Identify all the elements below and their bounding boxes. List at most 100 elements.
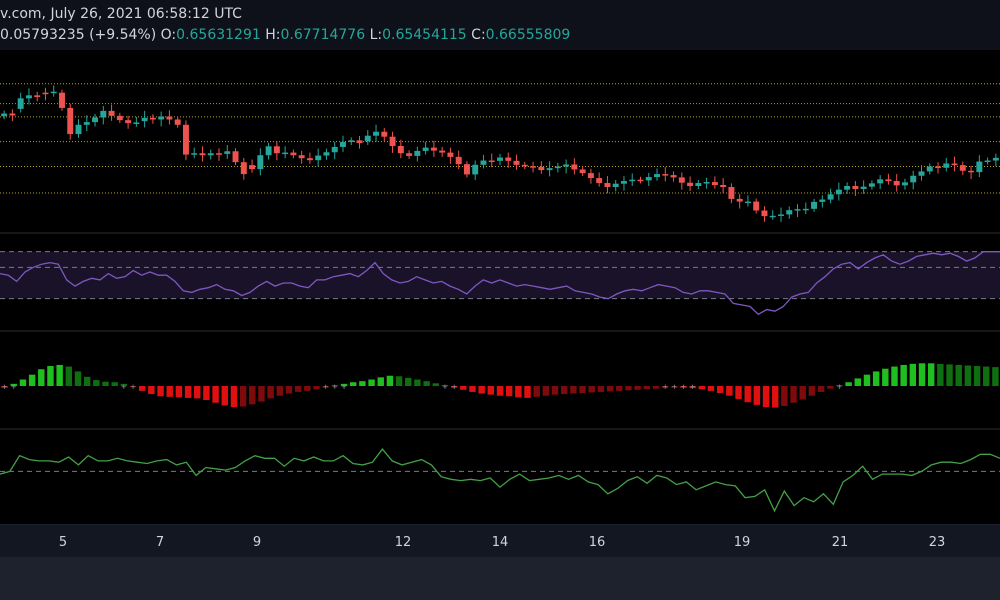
- histogram-bar: [716, 386, 724, 394]
- histogram-bar: [496, 386, 504, 396]
- histogram-bar: [83, 376, 91, 386]
- histogram-bar: [1, 386, 8, 388]
- histogram-bar: [698, 386, 706, 390]
- candle-body: [199, 153, 206, 156]
- candle-body: [323, 152, 330, 156]
- histogram-bar: [735, 386, 742, 399]
- candle-body: [860, 186, 867, 189]
- candle-body: [472, 164, 479, 175]
- squeeze-dot: +: [323, 383, 329, 391]
- histogram-bar: [909, 363, 917, 386]
- x-axis-tick-label: 21: [832, 535, 849, 550]
- low-value: 0.65454115: [382, 27, 467, 43]
- x-axis-tick-label: 5: [59, 535, 67, 550]
- histogram-bar: [845, 382, 852, 386]
- candle-body: [753, 201, 760, 211]
- squeeze-dot: +: [451, 383, 457, 391]
- candle-body: [240, 162, 247, 175]
- histogram-bar: [93, 380, 100, 386]
- histogram-bar: [983, 366, 990, 386]
- histogram-bar: [322, 386, 329, 388]
- candle-body: [216, 153, 222, 155]
- histogram-bar: [643, 386, 650, 390]
- histogram-bar: [432, 383, 439, 386]
- histogram-bar: [212, 386, 219, 403]
- chart-footer: [0, 557, 1000, 600]
- squeeze-dot: +: [837, 383, 843, 391]
- candle-body: [662, 174, 669, 176]
- histogram-bar: [634, 386, 641, 390]
- candle-body: [604, 183, 611, 187]
- candle-body: [348, 140, 355, 142]
- histogram-bar: [680, 386, 687, 388]
- histogram-bar: [570, 386, 577, 394]
- candle-body: [447, 152, 454, 157]
- candle-body: [265, 146, 272, 156]
- histogram-bar: [386, 375, 394, 386]
- histogram-bar: [524, 386, 531, 398]
- histogram-bar: [350, 382, 357, 386]
- candle-body: [794, 209, 801, 211]
- x-axis-tick-label: 12: [395, 535, 412, 550]
- histogram-bar: [65, 366, 73, 386]
- histogram-bar: [836, 385, 843, 386]
- high-value: 0.67714776: [280, 27, 366, 43]
- x-axis-background: [0, 525, 1000, 557]
- candle-body: [364, 135, 371, 142]
- histogram-bar: [689, 386, 696, 389]
- open-value: 0.65631291: [176, 27, 261, 43]
- candle-body: [959, 165, 966, 171]
- candle-body: [17, 98, 24, 109]
- histogram-bar: [918, 363, 926, 386]
- histogram-bar: [441, 385, 449, 386]
- squeeze-dot: +: [341, 383, 347, 391]
- rsi-line: [0, 251, 1000, 316]
- candle-body: [678, 177, 685, 183]
- histogram-bar: [854, 378, 862, 386]
- histogram-bar: [753, 386, 761, 405]
- candle-body: [968, 170, 975, 173]
- squeeze-dot: +: [690, 383, 696, 391]
- squeeze-dot: +: [11, 383, 17, 391]
- candle-body: [703, 182, 710, 184]
- histogram-bar: [707, 386, 715, 391]
- candle-body: [282, 152, 289, 155]
- candle-body: [893, 181, 900, 186]
- histogram-bar: [827, 386, 834, 389]
- histogram-bar: [138, 386, 146, 391]
- candle-body: [786, 210, 793, 215]
- change-value: 0.05793235 (+9.54%): [0, 27, 157, 43]
- candle-body: [174, 119, 181, 125]
- candle-body: [728, 186, 735, 199]
- histogram-bar: [606, 386, 614, 392]
- histogram-bar: [726, 386, 733, 396]
- histogram-bar: [111, 382, 118, 386]
- candle-body: [116, 115, 123, 121]
- chart-canvas[interactable]: + + + + + + + + + + + + + +5 7 9 12 14 16 19 21 23: [0, 0, 1000, 557]
- squeeze-dot: +: [2, 383, 8, 391]
- candle-body: [414, 150, 421, 156]
- histogram-bar: [359, 381, 366, 386]
- candle-body: [50, 91, 57, 94]
- x-axis-tick-label: 19: [734, 535, 751, 550]
- squeeze-dot: +: [681, 383, 687, 391]
- candle-body: [645, 177, 652, 181]
- candle-body: [521, 164, 528, 167]
- candle-body: [992, 157, 999, 161]
- candle-body: [455, 156, 462, 165]
- histogram-bar: [781, 386, 788, 406]
- candle-body: [439, 150, 446, 153]
- histogram-bar: [276, 386, 284, 396]
- histogram-bar: [542, 386, 550, 396]
- candle-body: [554, 166, 561, 169]
- squeeze-dot: +: [332, 383, 338, 391]
- candle-body: [224, 151, 231, 154]
- histogram-bar: [808, 386, 816, 396]
- histogram-bar: [772, 386, 779, 408]
- histogram-bar: [964, 365, 972, 386]
- candle-body: [711, 182, 718, 186]
- x-axis-tick-label: 23: [929, 535, 946, 550]
- candle-body: [530, 166, 537, 168]
- candle-body: [232, 151, 239, 163]
- histogram-bar: [992, 367, 999, 386]
